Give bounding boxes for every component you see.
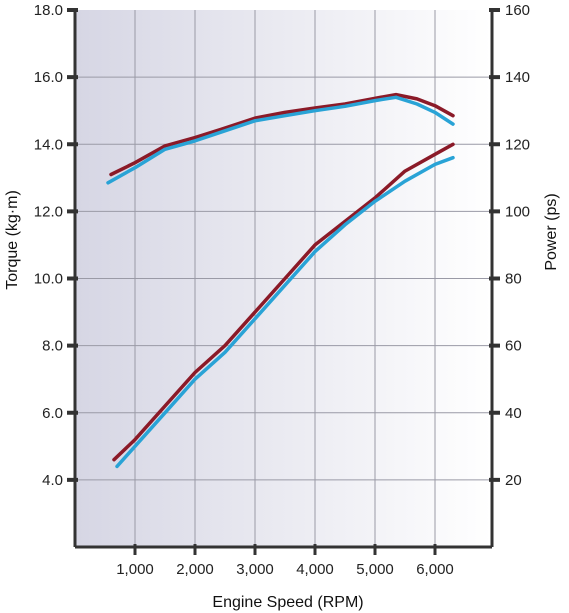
y-right-tick-label: 60 [505,338,522,355]
y-left-tick-label: 16.0 [34,69,63,86]
y-right-tick-label: 120 [505,136,530,153]
torque-series-line [106,95,455,185]
y-right-tick-label: 40 [505,405,522,422]
y-right-tick-label: 160 [505,2,530,19]
y-left-tick-label: 10.0 [34,271,63,288]
x-tick-label: 6,000 [416,561,454,578]
power-series-line [112,142,455,462]
torque-series-line [109,92,455,177]
y-left-tick-label: 8.0 [42,338,63,355]
y-right-tick-label: 100 [505,203,530,220]
y-right-tick-label: 80 [505,271,522,288]
y-left-tick-label: 14.0 [34,136,63,153]
x-tick-label: 1,000 [116,561,154,578]
y-axis-right-title: Power (ps) [543,193,560,270]
y-right-tick-label: 140 [505,69,530,86]
y-left-tick-label: 18.0 [34,2,63,19]
x-tick-label: 5,000 [356,561,394,578]
tick-marks-and-labels: 4.0 6.0 8.0 10.0 12.0 14.0 16.0 18.0 20 40 60 80 100… [34,2,530,578]
y-left-tick-label: 12.0 [34,203,63,220]
y-axis-left-title: Torque (kg·m) [4,190,21,290]
power-series-line [115,155,455,469]
x-axis-title: Engine Speed (RPM) [212,594,363,611]
y-left-tick-label: 4.0 [42,472,63,489]
y-left-tick-label: 6.0 [42,405,63,422]
x-tick-label: 2,000 [176,561,214,578]
x-tick-label: 4,000 [296,561,334,578]
y-right-tick-label: 20 [505,472,522,489]
data-series [106,92,455,469]
x-tick-label: 3,000 [236,561,274,578]
